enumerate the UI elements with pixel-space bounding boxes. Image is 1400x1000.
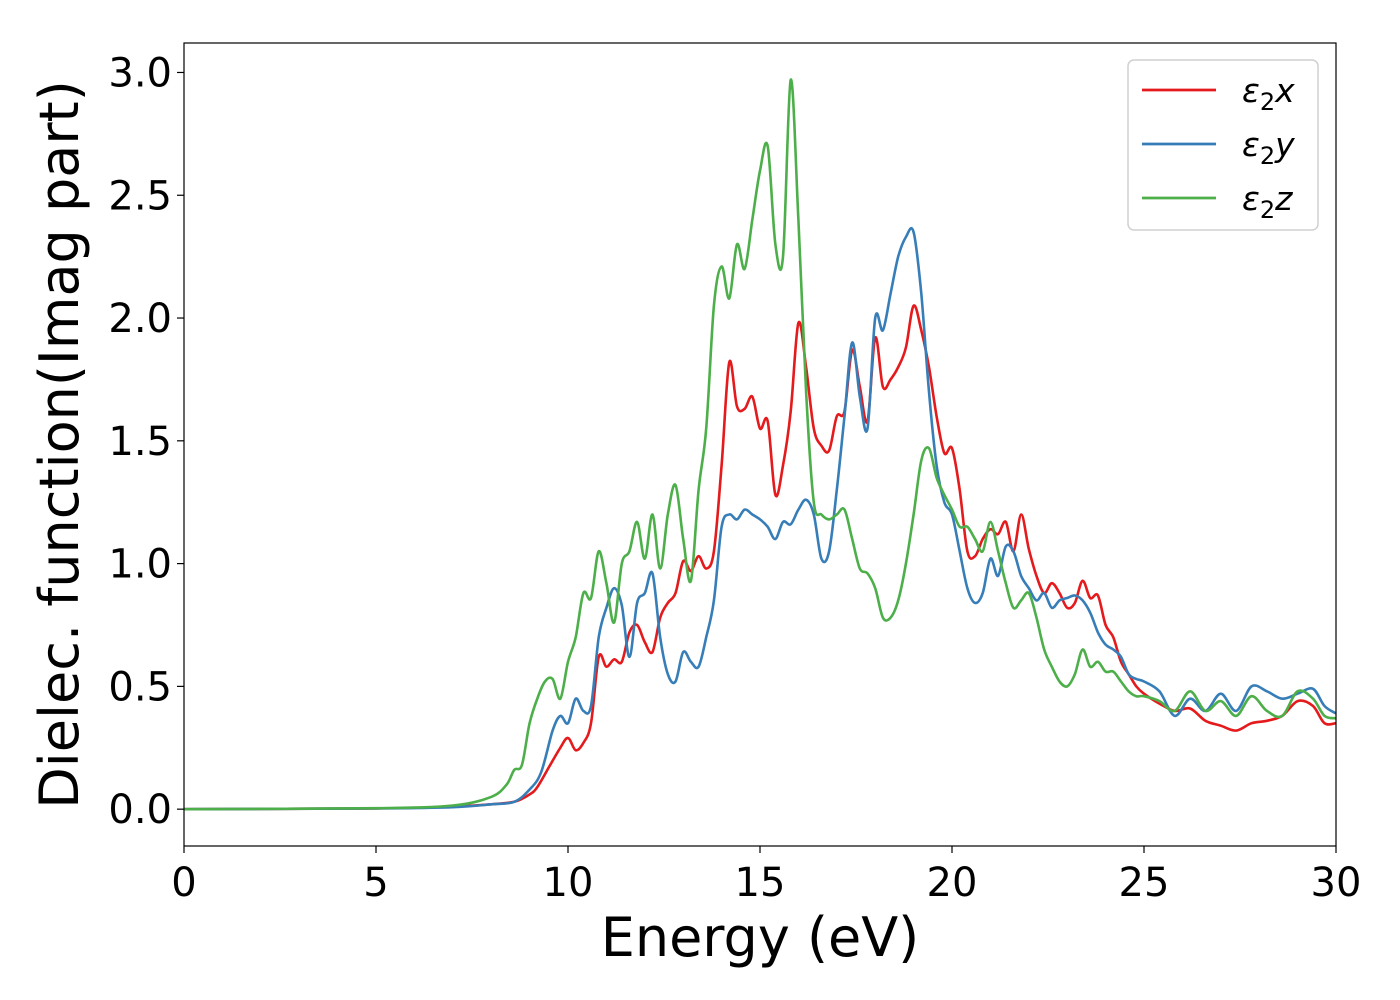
y-tick-label: 3.0	[108, 50, 172, 96]
legend: ε2x ε2y ε2z	[1127, 59, 1319, 231]
y-axis-label: Dielec. function(Imag part)	[28, 80, 91, 809]
y-tick-label: 0.5	[108, 664, 172, 710]
x-tick-label: 30	[1311, 860, 1362, 906]
series-layer	[183, 78, 1337, 811]
x-axis-label: Energy (eV)	[601, 906, 920, 969]
legend-label-x: ε2x	[1242, 71, 1295, 116]
x-tick-label: 0	[171, 860, 196, 906]
legend-label-y: ε2y	[1242, 125, 1295, 170]
y-tick-label: 0.0	[108, 787, 172, 833]
x-tick-label: 10	[543, 860, 594, 906]
y-tick-label: 2.5	[108, 173, 172, 219]
legend-label-z: ε2z	[1242, 179, 1293, 224]
x-axis-ticks: 0 5 10 15 20 25 30	[171, 846, 1361, 906]
series-line-z	[183, 78, 1337, 811]
x-tick-label: 20	[927, 860, 978, 906]
y-axis-ticks: 0.0 0.5 1.0 1.5 2.0 2.5 3.0	[108, 50, 184, 833]
y-tick-label: 2.0	[108, 296, 172, 342]
series-line-y	[183, 227, 1337, 811]
legend-box	[1127, 59, 1319, 231]
series-line-x	[183, 304, 1337, 811]
x-tick-label: 15	[735, 860, 786, 906]
x-tick-label: 25	[1119, 860, 1170, 906]
y-tick-label: 1.5	[108, 419, 172, 465]
x-tick-label: 5	[363, 860, 388, 906]
y-tick-label: 1.0	[108, 542, 172, 588]
